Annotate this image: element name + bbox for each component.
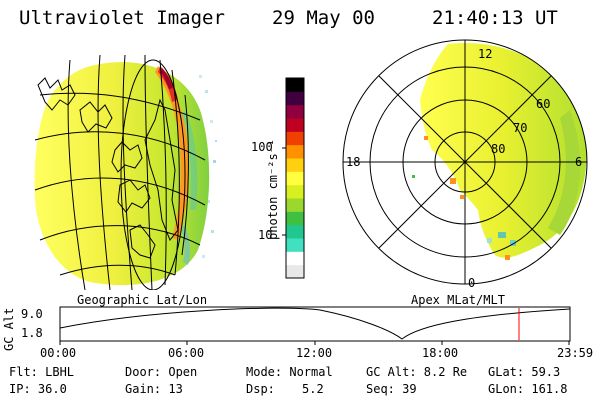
glon-status: GLon: 161.8 <box>488 382 568 396</box>
colorbar-segment <box>286 78 304 92</box>
mlat-label-60: 60 <box>536 97 551 111</box>
ip-status: IP: 36.0 <box>9 382 67 396</box>
colorbar-segment <box>286 238 304 252</box>
geographic-caption: Geographic Lat/Lon <box>77 293 208 307</box>
colorbar-label-100: 100 <box>251 140 273 154</box>
colorbar-segment <box>286 198 304 212</box>
door-status: Door: Open <box>125 365 198 379</box>
filter-status: Flt: LBHL <box>9 365 75 379</box>
time-tick-2359: 23:59 <box>557 346 594 360</box>
mode-status: Mode: Normal <box>246 365 333 379</box>
time-tick-0600: 06:00 <box>168 346 205 360</box>
colorbar-segment <box>286 91 304 106</box>
time-tick-1800: 18:00 <box>422 346 459 360</box>
colorbar-segment <box>286 224 304 239</box>
colorbar-frame <box>285 77 305 279</box>
mlat-label-80: 80 <box>491 142 506 156</box>
time-tick-0000: 00:00 <box>40 346 77 360</box>
colorbar-segment <box>286 144 304 159</box>
gc-alt-status: GC Alt: 8.2 Re <box>366 365 468 379</box>
colorbar-segment <box>286 158 304 172</box>
altitude-curve <box>59 307 571 340</box>
altitude-tick-low: 1.8 <box>21 326 43 340</box>
colorbar-segment <box>286 211 304 226</box>
polar-aurora-region <box>420 43 587 258</box>
colorbar-label-10: 10 <box>258 228 273 242</box>
colorbar-segment <box>286 104 304 119</box>
polar-plot <box>342 39 588 285</box>
seq-status: Seq: 39 <box>366 382 417 396</box>
colorbar <box>286 78 304 279</box>
app-title: Ultraviolet Imager <box>19 7 225 29</box>
glat-status: GLat: 59.3 <box>488 365 561 379</box>
dsp-value: 5.2 <box>302 382 324 396</box>
colorbar-segment <box>286 184 304 199</box>
dsp-label: Dsp: <box>246 382 275 396</box>
altitude-tick-high: 9.0 <box>21 307 43 321</box>
time-label: 21:40:13 UT <box>432 7 558 29</box>
colorbar-segment <box>286 264 304 279</box>
mlat-label-70: 70 <box>513 121 528 135</box>
date-label: 29 May 00 <box>272 7 375 29</box>
time-tick-1200: 12:00 <box>296 346 333 360</box>
colorbar-segment <box>286 251 304 266</box>
altitude-axis-label: GC Alt <box>2 307 16 351</box>
mlt-label-0: 0 <box>468 276 476 290</box>
altitude-plot <box>59 306 571 345</box>
colorbar-unit-label: photon cm⁻²s⁻¹ <box>266 138 280 240</box>
polar-caption: Apex MLat/MLT <box>411 293 505 307</box>
colorbar-segment <box>286 171 304 186</box>
mlt-label-6: 6 <box>575 155 583 169</box>
colorbar-segment <box>286 131 304 146</box>
colorbar-segment <box>286 118 304 132</box>
mlt-label-18: 18 <box>346 155 361 169</box>
edge-noise <box>199 75 217 258</box>
altitude-plot-frame <box>59 306 571 342</box>
auroral-oval-arc <box>155 66 189 240</box>
mlt-label-12: 12 <box>478 47 493 61</box>
gain-status: Gain: 13 <box>125 382 183 396</box>
geographic-image <box>34 54 217 290</box>
